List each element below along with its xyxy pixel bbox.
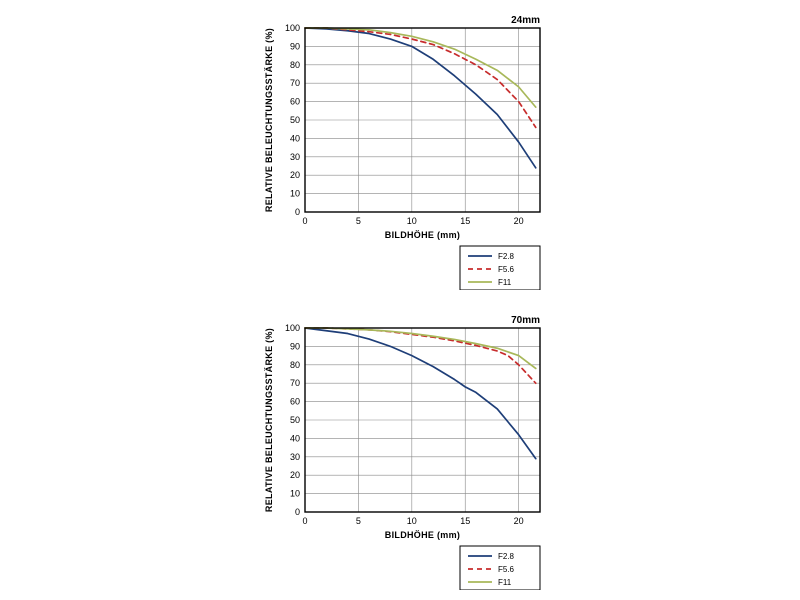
series-group bbox=[305, 28, 536, 168]
y-tick-label: 70 bbox=[290, 378, 300, 388]
x-tick-label: 0 bbox=[302, 516, 307, 526]
series-F11 bbox=[305, 28, 536, 107]
x-tick-label: 10 bbox=[407, 516, 417, 526]
x-tick-label: 20 bbox=[514, 216, 524, 226]
y-tick-label: 90 bbox=[290, 41, 300, 51]
y-tick-label: 60 bbox=[290, 397, 300, 407]
series-F11 bbox=[305, 328, 536, 368]
y-tick-label: 20 bbox=[290, 470, 300, 480]
tick-labels: 0 5 10 15 20 0 10 20 30 40 50 60 70 80 90 100 bbox=[285, 23, 524, 226]
series-F5_6 bbox=[305, 328, 536, 383]
y-tick-label: 100 bbox=[285, 23, 300, 33]
y-tick-label: 20 bbox=[290, 170, 300, 180]
y-tick-label: 50 bbox=[290, 415, 300, 425]
chart-panel-p24: 0 5 10 15 20 0 10 20 30 40 50 60 70 80 90 100 BILDHÖHE (… bbox=[250, 10, 550, 290]
y-axis-label: RELATIVE BELEUCHTUNGSSTÄRKE (%) bbox=[264, 328, 274, 512]
y-tick-label: 0 bbox=[295, 207, 300, 217]
y-tick-label: 100 bbox=[285, 323, 300, 333]
grid bbox=[305, 28, 540, 212]
series-group bbox=[305, 328, 536, 459]
legend-label: F5.6 bbox=[498, 565, 515, 574]
grid bbox=[305, 328, 540, 512]
y-tick-label: 0 bbox=[295, 507, 300, 517]
x-tick-label: 15 bbox=[460, 516, 470, 526]
x-axis-label: BILDHÖHE (mm) bbox=[385, 530, 460, 540]
x-tick-label: 0 bbox=[302, 216, 307, 226]
panel-title: 24mm bbox=[511, 15, 540, 26]
legend-label: F5.6 bbox=[498, 265, 515, 274]
x-tick-label: 20 bbox=[514, 516, 524, 526]
y-tick-label: 40 bbox=[290, 433, 300, 443]
x-tick-label: 5 bbox=[356, 516, 361, 526]
legend: F2.8 F5.6 F11 bbox=[460, 246, 540, 290]
y-tick-label: 30 bbox=[290, 152, 300, 162]
tick-labels: 0 5 10 15 20 0 10 20 30 40 50 60 70 80 90 100 bbox=[285, 323, 524, 526]
series-F2_8 bbox=[305, 328, 536, 459]
y-tick-label: 30 bbox=[290, 452, 300, 462]
y-tick-label: 70 bbox=[290, 78, 300, 88]
series-F5_6 bbox=[305, 28, 536, 127]
legend-label: F11 bbox=[498, 578, 512, 587]
y-axis-label: RELATIVE BELEUCHTUNGSSTÄRKE (%) bbox=[264, 28, 274, 212]
y-tick-label: 50 bbox=[290, 115, 300, 125]
y-tick-label: 80 bbox=[290, 360, 300, 370]
panel-title: 70mm bbox=[511, 315, 540, 326]
y-tick-label: 60 bbox=[290, 97, 300, 107]
x-tick-label: 5 bbox=[356, 216, 361, 226]
y-tick-label: 10 bbox=[290, 489, 300, 499]
x-axis-label: BILDHÖHE (mm) bbox=[385, 230, 460, 240]
x-tick-label: 15 bbox=[460, 216, 470, 226]
legend-label: F2.8 bbox=[498, 252, 515, 261]
series-F2_8 bbox=[305, 28, 536, 168]
chart-panel-p70: 0 5 10 15 20 0 10 20 30 40 50 60 70 80 90 100 BILDHÖHE (… bbox=[250, 310, 550, 590]
x-tick-label: 10 bbox=[407, 216, 417, 226]
y-tick-label: 10 bbox=[290, 189, 300, 199]
y-tick-label: 40 bbox=[290, 133, 300, 143]
legend-label: F2.8 bbox=[498, 552, 515, 561]
legend-label: F11 bbox=[498, 278, 512, 287]
y-tick-label: 90 bbox=[290, 341, 300, 351]
legend: F2.8 F5.6 F11 bbox=[460, 546, 540, 590]
y-tick-label: 80 bbox=[290, 60, 300, 70]
